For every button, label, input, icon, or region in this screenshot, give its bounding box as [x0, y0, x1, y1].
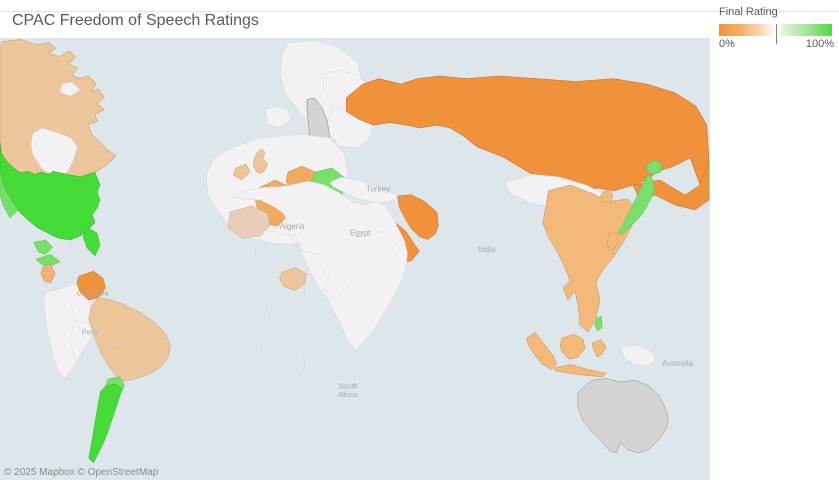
svg-text:India: India	[478, 245, 496, 254]
svg-text:Algeria: Algeria	[280, 222, 305, 231]
svg-text:Egypt: Egypt	[350, 229, 371, 238]
svg-text:Africa: Africa	[338, 390, 358, 399]
svg-text:Turkey: Turkey	[366, 184, 390, 193]
svg-text:Peru: Peru	[82, 328, 98, 337]
svg-text:Australia: Australia	[662, 359, 694, 368]
svg-text:Colombia: Colombia	[77, 289, 110, 298]
